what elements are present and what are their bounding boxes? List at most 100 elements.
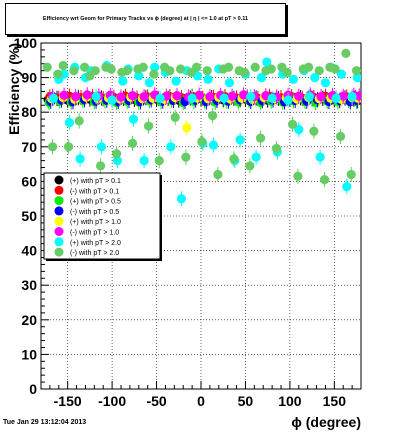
data-point — [111, 149, 122, 159]
data-point — [288, 74, 299, 84]
data-point — [107, 95, 117, 105]
data-point — [155, 93, 165, 103]
data-point — [82, 90, 92, 100]
x-tick-label: 100 — [278, 393, 302, 409]
data-point — [229, 154, 239, 164]
data-point — [47, 142, 58, 152]
y-tick-label: 50 — [21, 208, 37, 224]
legend-entry-label: (-) with pT > 2.0 — [70, 250, 119, 257]
data-point — [96, 142, 107, 152]
data-point — [116, 92, 126, 102]
data-point — [150, 62, 160, 72]
data-point — [172, 90, 182, 101]
y-tick-label: 30 — [21, 277, 37, 293]
y-tick-label: 100 — [14, 35, 38, 51]
data-point — [138, 62, 148, 72]
data-point — [187, 93, 197, 103]
data-point — [335, 131, 346, 142]
data-point — [330, 64, 340, 74]
data-point — [271, 143, 282, 154]
data-point — [59, 90, 69, 100]
legend-marker — [54, 185, 64, 195]
data-point — [245, 161, 255, 171]
legend-entry-label: (-) with pT > 0.5 — [70, 209, 119, 216]
data-point — [197, 137, 207, 147]
data-point — [170, 112, 180, 122]
legend: (+) with pT > 0.1 (-) with pT > 0.1 (+) wi… — [43, 172, 162, 261]
data-point — [267, 93, 277, 103]
data-point — [74, 116, 84, 126]
data-point — [223, 62, 234, 72]
data-point — [205, 92, 215, 102]
data-point — [224, 78, 235, 88]
legend-entry-label: (+) with pT > 0.5 — [70, 199, 121, 206]
data-point — [149, 69, 159, 79]
legend-box — [43, 172, 161, 260]
data-point — [171, 76, 181, 86]
data-point — [294, 91, 304, 101]
data-point — [282, 67, 292, 78]
y-tick-label: 40 — [21, 243, 37, 259]
data-point — [255, 133, 266, 143]
data-point — [75, 154, 85, 164]
data-point — [122, 66, 132, 76]
legend-marker — [54, 196, 64, 206]
data-point — [246, 92, 256, 102]
data-point — [315, 152, 325, 162]
x-tick-label: -50 — [146, 393, 166, 409]
legend-marker — [54, 247, 64, 257]
data-point — [304, 92, 315, 102]
data-point — [239, 90, 249, 100]
legend-marker — [54, 216, 64, 226]
y-tick-label: 0 — [29, 381, 37, 397]
data-point — [127, 90, 138, 101]
data-point — [71, 92, 81, 102]
y-tick-label: 20 — [21, 312, 37, 328]
timestamp-footer: Tue Jan 29 13:12:04 2013 — [3, 419, 87, 426]
data-point — [294, 124, 304, 135]
data-point — [58, 60, 68, 71]
data-point — [203, 74, 213, 84]
data-point — [128, 114, 139, 124]
data-point — [202, 66, 212, 76]
data-point — [139, 156, 149, 166]
data-point — [316, 92, 326, 102]
legend-marker — [54, 237, 64, 247]
chart-title: Efficiency wrt Geom for Primary Tracks v… — [42, 16, 249, 22]
data-point — [207, 111, 218, 121]
data-point — [239, 67, 250, 78]
data-point — [235, 135, 245, 145]
data-point — [314, 66, 324, 76]
y-tick-label: 10 — [21, 346, 37, 362]
data-point — [208, 140, 219, 150]
data-point — [336, 69, 347, 79]
data-point — [181, 152, 191, 162]
data-point — [341, 48, 351, 58]
data-point — [127, 138, 138, 148]
data-point — [251, 152, 261, 162]
legend-entry-label: (-) with pT > 1.0 — [70, 230, 119, 237]
data-point — [144, 78, 155, 88]
x-tick-label: 50 — [238, 393, 254, 409]
data-point — [319, 175, 330, 185]
data-point — [351, 66, 361, 76]
data-point — [165, 66, 175, 76]
data-point — [182, 123, 192, 133]
data-point — [331, 93, 341, 103]
data-point — [48, 93, 59, 103]
x-tick-label: -150 — [54, 393, 82, 409]
data-point — [352, 73, 361, 83]
x-axis-label: ϕ (degree) — [291, 414, 361, 430]
y-tick-label: 90 — [21, 70, 37, 86]
x-tick-label: 150 — [323, 393, 347, 409]
legend-marker — [54, 227, 64, 236]
legend-entry-label: (+) with pT > 1.0 — [70, 219, 121, 226]
data-point — [303, 62, 314, 72]
data-point — [262, 57, 272, 67]
data-point — [194, 90, 204, 100]
data-point — [112, 156, 123, 166]
data-point — [42, 62, 52, 72]
data-point — [175, 64, 186, 74]
